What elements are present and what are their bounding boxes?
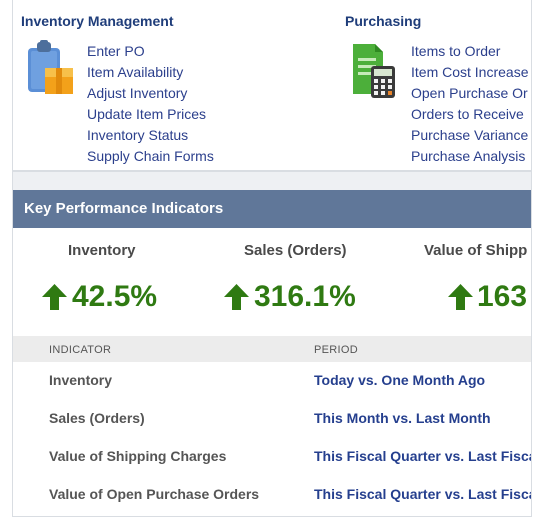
purchasing-title: Purchasing [345,13,422,29]
kpi-card-value: 163 [477,280,528,313]
kpi-header: Key Performance Indicators [13,190,531,228]
kpi-card-value: 316.1% [254,280,356,313]
link-open-purchase-orders[interactable]: Open Purchase Or [411,85,528,101]
indicator-cell: Sales (Orders) [49,410,145,426]
trend-up-arrow-icon [224,284,249,310]
link-enter-po[interactable]: Enter PO [87,43,145,59]
period-link[interactable]: This Fiscal Quarter vs. Last Fiscal [314,448,532,464]
period-link[interactable]: Today vs. One Month Ago [314,372,486,388]
inventory-management-group: Inventory Management Enter PO Item Avail… [13,0,343,170]
link-purchase-analysis[interactable]: Purchase Analysis [411,148,526,164]
clipboard-box-icon [28,40,73,94]
link-item-availability[interactable]: Item Availability [87,64,184,80]
link-adjust-inventory[interactable]: Adjust Inventory [87,85,188,101]
kpi-card-inventory[interactable]: Inventory 42.5% [13,228,193,328]
inventory-management-title: Inventory Management [21,13,174,29]
link-items-to-order[interactable]: Items to Order [411,43,501,59]
kpi-card-label: Inventory [68,242,136,259]
kpi-card-sales-orders[interactable]: Sales (Orders) 316.1% [193,228,373,328]
column-header-period: PERIOD [314,344,358,356]
indicator-cell: Inventory [49,372,113,388]
period-link[interactable]: This Month vs. Last Month [314,410,491,426]
table-row: Inventory Today vs. One Month Ago [13,362,531,400]
kpi-header-title: Key Performance Indicators [24,200,224,217]
link-supply-chain-forms[interactable]: Supply Chain Forms [87,148,214,164]
trend-up-arrow-icon [448,284,473,310]
link-orders-to-receive[interactable]: Orders to Receive [411,106,524,122]
link-inventory-status[interactable]: Inventory Status [87,127,189,143]
link-purchase-variance[interactable]: Purchase Variance [411,127,529,143]
column-header-indicator: INDICATOR [49,344,112,356]
kpi-card-label: Value of Shipp [424,242,528,259]
dashboard-frame: Inventory Management Enter PO Item Avail… [12,0,532,517]
link-item-cost-increase[interactable]: Item Cost Increase [411,64,529,80]
document-calculator-icon [353,44,395,98]
links-portlet: Inventory Management Enter PO Item Avail… [13,0,531,171]
indicator-cell: Value of Shipping Charges [49,448,227,464]
inventory-links: Enter PO Item Availability Adjust Invent… [87,42,214,168]
table-row: Sales (Orders) This Month vs. Last Month [13,400,531,438]
table-row: Value of Open Purchase Orders This Fisca… [13,476,531,514]
kpi-card-label: Sales (Orders) [244,242,347,259]
table-row: Value of Shipping Charges This Fiscal Qu… [13,438,531,476]
kpi-card-value-of-shipping[interactable]: Value of Shipp 163 [373,228,531,328]
purchasing-links: Items to Order Item Cost Increase Open P… [411,42,529,168]
portlet-separator [13,171,531,190]
kpi-table-header: INDICATOR PERIOD [13,336,531,362]
trend-up-arrow-icon [42,284,67,310]
kpi-card-value: 42.5% [72,280,158,313]
purchasing-group: Purchasing Items to Order Item Cost Incr… [337,0,531,170]
link-update-item-prices[interactable]: Update Item Prices [87,106,207,122]
period-link[interactable]: This Fiscal Quarter vs. Last Fiscal [314,486,532,502]
indicator-cell: Value of Open Purchase Orders [49,486,260,502]
